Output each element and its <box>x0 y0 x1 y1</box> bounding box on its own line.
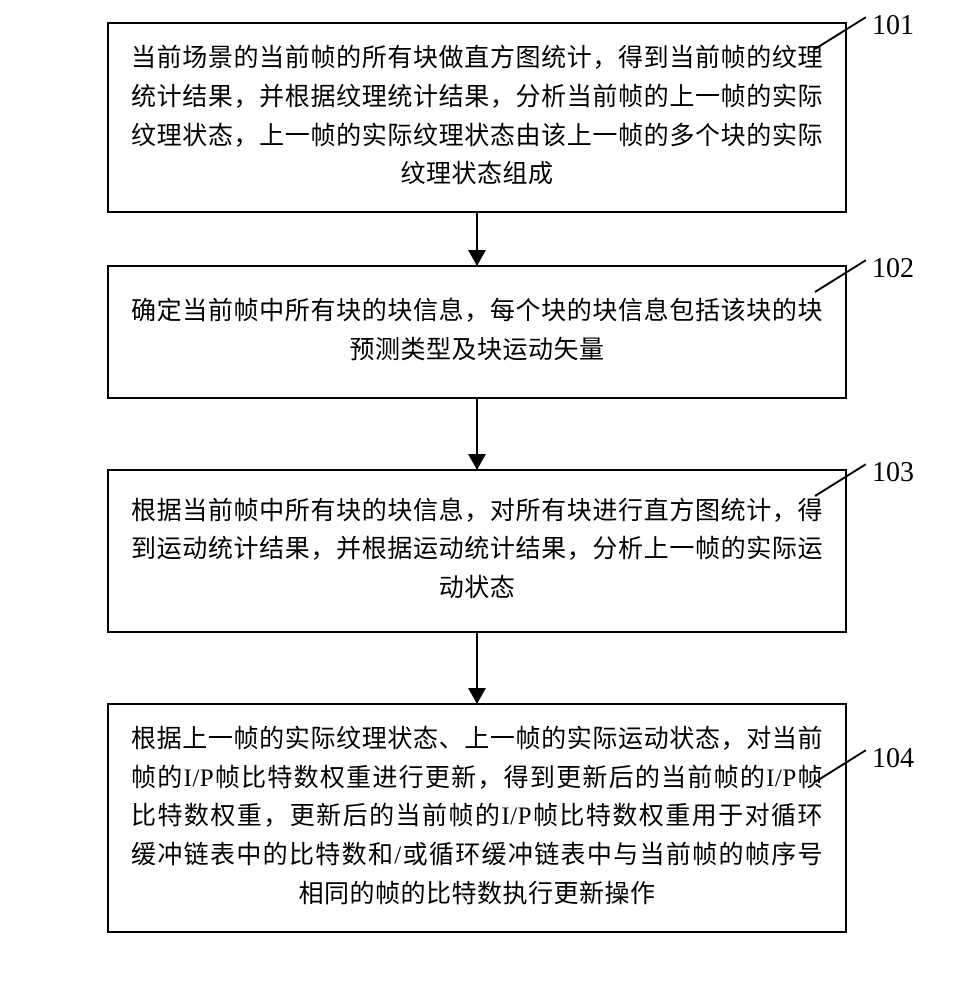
arrow-2 <box>476 399 478 469</box>
arrow-3 <box>476 633 478 703</box>
step-text-3: 根据当前帧中所有块的块信息，对所有块进行直方图统计，得到运动统计结果，并根据运动… <box>131 498 823 603</box>
arrow-1 <box>476 213 478 265</box>
step-wrapper-1: 当前场景的当前帧的所有块做直方图统计，得到当前帧的纹理统计结果，并根据纹理统计结… <box>0 22 954 213</box>
step-box-3: 根据当前帧中所有块的块信息，对所有块进行直方图统计，得到运动统计结果，并根据运动… <box>107 469 847 633</box>
step-box-4: 根据上一帧的实际纹理状态、上一帧的实际运动状态，对当前帧的I/P帧比特数权重进行… <box>107 703 847 933</box>
flowchart-container: 当前场景的当前帧的所有块做直方图统计，得到当前帧的纹理统计结果，并根据纹理统计结… <box>0 22 954 933</box>
step-text-4: 根据上一帧的实际纹理状态、上一帧的实际运动状态，对当前帧的I/P帧比特数权重进行… <box>131 726 823 908</box>
arrow-container-2 <box>0 399 954 469</box>
step-label-1: 101 <box>872 10 914 42</box>
arrow-container-1 <box>0 213 954 265</box>
step-text-1: 当前场景的当前帧的所有块做直方图统计，得到当前帧的纹理统计结果，并根据纹理统计结… <box>131 45 823 188</box>
arrow-container-3 <box>0 633 954 703</box>
step-wrapper-3: 根据当前帧中所有块的块信息，对所有块进行直方图统计，得到运动统计结果，并根据运动… <box>0 469 954 633</box>
step-label-2: 102 <box>872 253 914 285</box>
step-box-1: 当前场景的当前帧的所有块做直方图统计，得到当前帧的纹理统计结果，并根据纹理统计结… <box>107 22 847 213</box>
step-box-2: 确定当前帧中所有块的块信息，每个块的块信息包括该块的块预测类型及块运动矢量 <box>107 265 847 399</box>
step-text-2: 确定当前帧中所有块的块信息，每个块的块信息包括该块的块预测类型及块运动矢量 <box>131 298 823 364</box>
step-label-4: 104 <box>872 743 914 775</box>
step-wrapper-4: 根据上一帧的实际纹理状态、上一帧的实际运动状态，对当前帧的I/P帧比特数权重进行… <box>0 703 954 933</box>
step-wrapper-2: 确定当前帧中所有块的块信息，每个块的块信息包括该块的块预测类型及块运动矢量 10… <box>0 265 954 399</box>
step-label-3: 103 <box>872 457 914 489</box>
